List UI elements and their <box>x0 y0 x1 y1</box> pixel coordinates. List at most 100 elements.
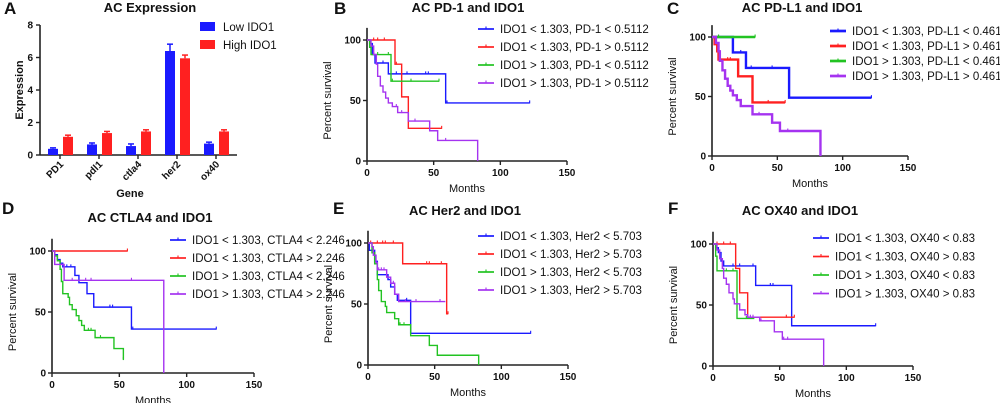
survival-curve-green <box>368 242 480 365</box>
legend-label: IDO1 > 1.303, Her2 > 5.703 <box>500 285 642 297</box>
y-tick-label: 0 <box>40 369 46 380</box>
y-tick-label: 100 <box>29 247 46 258</box>
legend-label: IDO1 < 1.303, CTLA4 > 2.246 <box>192 253 345 265</box>
legend-label: IDO1 > 1.303, CTLA4 < 2.246 <box>192 271 345 283</box>
survival-curve-red <box>368 242 448 315</box>
x-tick-label: her2 <box>160 159 183 182</box>
y-tick-label: 100 <box>344 36 361 47</box>
x-tick-label: 50 <box>428 168 440 179</box>
legend-label: IDO1 > 1.303, PD-1 < 0.5112 <box>500 60 649 72</box>
x-tick-label: 0 <box>365 372 371 383</box>
legend-label: IDO1 < 1.303, PD-1 < 0.5112 <box>500 24 649 36</box>
panel-letter: E <box>333 199 344 218</box>
y-tick-label: 0 <box>355 157 361 168</box>
x-tick-label: 150 <box>560 372 577 383</box>
bar-blue <box>126 146 136 155</box>
legend-label: IDO1 < 1.303, CTLA4 < 2.246 <box>192 235 345 247</box>
x-axis-label: Months <box>792 178 829 190</box>
chart-title: AC PD-1 and IDO1 <box>412 0 525 15</box>
chart-title: AC CTLA4 and IDO1 <box>88 210 213 225</box>
bar-red <box>63 136 73 155</box>
y-axis-label: Percent survival <box>323 265 335 343</box>
legend-label: IDO1 < 1.303, OX40 < 0.83 <box>835 233 975 245</box>
legend-swatch <box>200 22 215 31</box>
legend-label: IDO1 < 1.303, Her2 < 5.703 <box>500 231 642 243</box>
panel-e: E AC Her2 and IDO1 0 50 100 150 0 50 100 Months Pe… <box>323 199 642 399</box>
y-tick-label: 6 <box>27 53 33 64</box>
x-axis-label: Months <box>135 395 172 403</box>
x-tick-label: 150 <box>246 380 263 391</box>
x-tick-label: 50 <box>772 163 784 174</box>
y-tick-label: 50 <box>35 308 47 319</box>
x-axis-label: Months <box>450 387 487 399</box>
y-tick-label: 50 <box>351 300 363 311</box>
legend-label: IDO1 > 1.303, CTLA4 > 2.246 <box>192 289 345 301</box>
bar-red <box>141 131 151 155</box>
y-tick-label: 50 <box>350 96 362 107</box>
y-tick-label: 8 <box>27 21 33 32</box>
legend-label: IDO1 < 1.303, PD-1 > 0.5112 <box>500 42 649 54</box>
x-tick-label: 100 <box>493 372 510 383</box>
survival-curve-purple <box>367 39 479 161</box>
x-tick-label: 100 <box>838 373 855 384</box>
bar-blue <box>87 144 97 155</box>
survival-curve-purple <box>713 243 825 366</box>
x-tick-label: 100 <box>834 163 851 174</box>
x-tick-label: PD1 <box>45 159 67 181</box>
legend-label: High IDO1 <box>223 40 277 52</box>
panel-a: A AC Expression 0 2 4 6 8 Expression Gene PD1 pdl1… <box>4 0 277 200</box>
x-tick-label: 150 <box>900 163 917 174</box>
y-tick-label: 4 <box>27 86 33 97</box>
legend-label: IDO1 < 1.303, Her2 > 5.703 <box>500 249 642 261</box>
panel-letter: B <box>334 0 346 18</box>
y-tick-label: 100 <box>689 33 706 44</box>
bar-red <box>219 131 229 155</box>
bar-blue <box>48 148 58 155</box>
x-tick-label: 100 <box>178 380 195 391</box>
legend-label: IDO1 > 1.303, PD-L1 > 0.4617 <box>852 71 1000 83</box>
legend-swatch <box>200 40 215 49</box>
legend-label: IDO1 < 1.303, PD-L1 > 0.4617 <box>852 41 1000 53</box>
x-tick-label: ox40 <box>198 159 222 183</box>
y-tick-label: 50 <box>696 301 708 312</box>
y-axis-label: Percent survival <box>7 273 19 351</box>
x-tick-label: 0 <box>364 168 370 179</box>
x-tick-label: 100 <box>492 168 509 179</box>
y-axis-label: Percent survival <box>322 61 334 139</box>
x-tick-label: pdl1 <box>83 159 106 182</box>
chart-title: AC OX40 and IDO1 <box>742 203 858 218</box>
survival-curve-blue <box>712 35 872 99</box>
x-tick-label: 50 <box>774 373 786 384</box>
x-tick-label: 0 <box>49 380 55 391</box>
bar-red <box>180 58 190 155</box>
panel-letter: C <box>667 0 679 18</box>
legend-label: IDO1 > 1.303, OX40 < 0.83 <box>835 270 975 282</box>
legend-label: IDO1 > 1.303, OX40 > 0.83 <box>835 289 975 301</box>
panel-b: B AC PD-1 and IDO1 0 50 100 150 0 50 100 Months Pe… <box>322 0 649 195</box>
y-axis-label: Expression <box>14 60 26 120</box>
survival-curve-red <box>712 35 786 104</box>
y-tick-label: 0 <box>356 361 362 372</box>
legend-label: IDO1 > 1.303, Her2 < 5.703 <box>500 267 642 279</box>
survival-curve-purple <box>52 250 165 373</box>
chart-title: AC Her2 and IDO1 <box>409 203 521 218</box>
x-tick-label: 50 <box>114 380 126 391</box>
y-tick-label: 0 <box>27 151 33 162</box>
y-axis-label: Percent survival <box>667 57 679 135</box>
x-axis-label: Gene <box>116 188 144 200</box>
legend-label: IDO1 < 1.303, OX40 > 0.83 <box>835 252 975 264</box>
panel-letter: A <box>4 0 16 18</box>
x-tick-label: 150 <box>905 373 922 384</box>
x-tick-label: 0 <box>710 373 716 384</box>
legend-label: IDO1 < 1.303, PD-L1 < 0.4617 <box>852 26 1000 38</box>
y-tick-label: 0 <box>700 152 706 163</box>
y-tick-label: 50 <box>695 92 707 103</box>
survival-curve-purple <box>368 242 446 303</box>
chart-title: AC PD-L1 and IDO1 <box>742 0 863 15</box>
survival-curve-purple <box>712 35 822 156</box>
y-axis-label: Percent survival <box>668 266 680 344</box>
panel-letter: F <box>668 199 678 218</box>
survival-curve-green <box>52 250 125 360</box>
y-tick-label: 2 <box>27 118 33 129</box>
panel-d: D AC CTLA4 and IDO1 0 50 100 150 0 50 100 Months P… <box>2 199 345 407</box>
